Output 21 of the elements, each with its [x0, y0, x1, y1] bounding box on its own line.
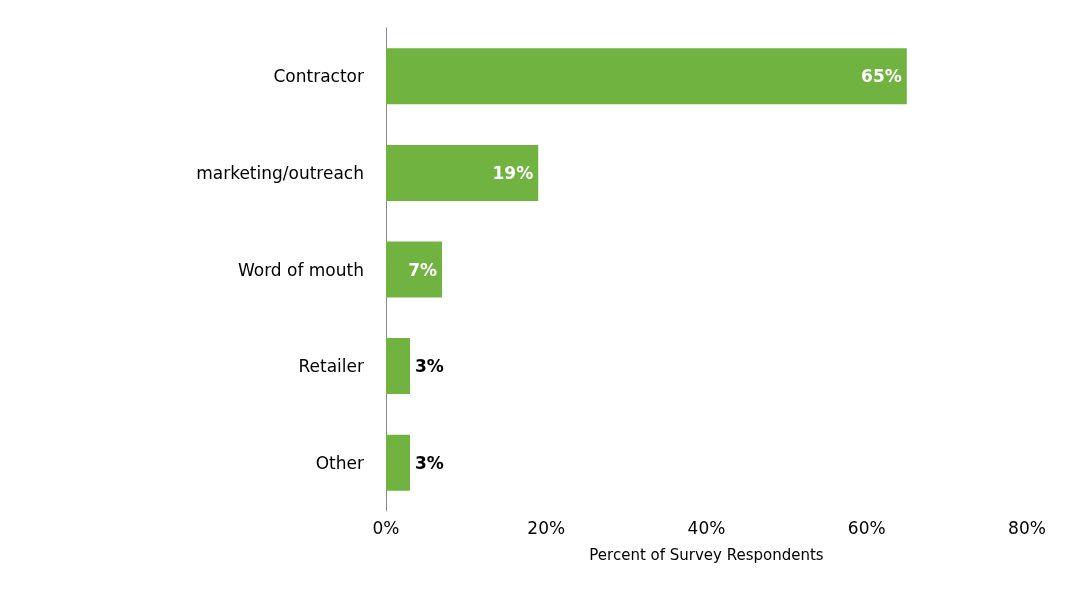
data-label: 3%: [415, 356, 444, 377]
bar: [386, 434, 411, 491]
x-tick-label: 0%: [372, 517, 400, 538]
bar: [386, 144, 539, 201]
y-tick-label: marketing/outreach: [196, 162, 364, 183]
data-label: 65%: [861, 66, 902, 87]
bar: [386, 48, 907, 105]
x-tick-label: 80%: [1008, 517, 1046, 538]
y-tick-label: Retailer: [298, 356, 364, 377]
x-tick-label: 40%: [687, 517, 726, 538]
y-tick-label: Word of mouth: [237, 259, 364, 280]
data-label: 3%: [415, 452, 444, 473]
x-axis-title: Percent of Survey Respondents: [589, 545, 824, 564]
x-tick-label: 60%: [847, 517, 886, 538]
bar: [386, 338, 411, 395]
data-label: 7%: [408, 259, 438, 280]
bar: [386, 241, 443, 298]
data-label: 19%: [492, 162, 534, 183]
y-tick-label: Other: [315, 452, 364, 473]
x-tick-label: 20%: [527, 517, 566, 538]
y-tick-label: Contractor: [273, 66, 364, 87]
